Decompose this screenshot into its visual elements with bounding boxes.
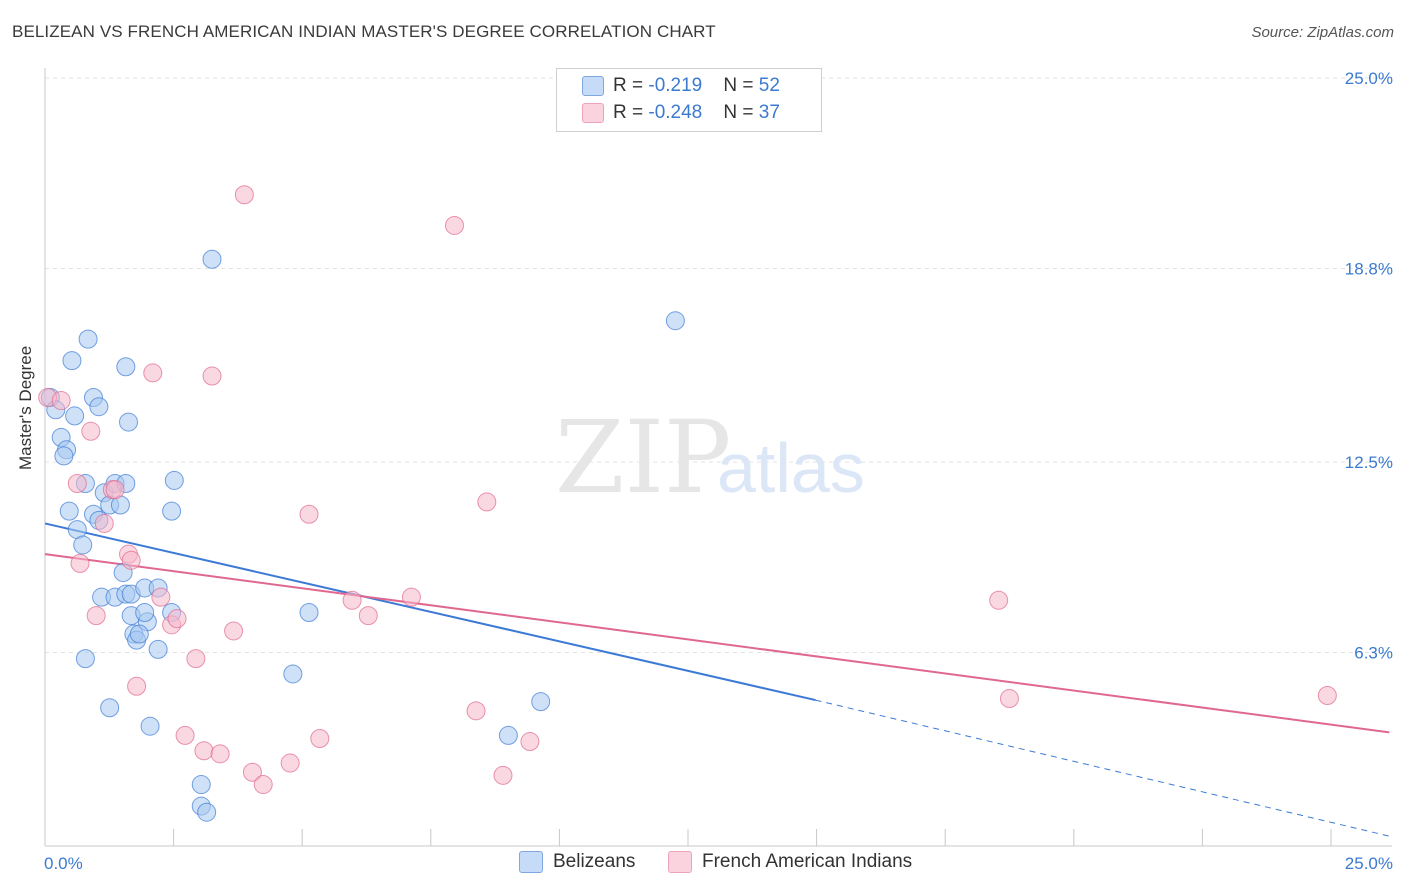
point-french-american-indians: [202, 366, 222, 386]
legend-item-french-american-indians[interactable]: French American Indians: [668, 851, 912, 873]
point-belizeans: [164, 470, 184, 490]
stats-legend: R = -0.219 N = 52 R = -0.248 N = 37: [556, 68, 822, 132]
point-french-american-indians: [143, 363, 163, 383]
point-french-american-indians: [989, 590, 1009, 610]
point-belizeans: [62, 351, 82, 371]
point-belizeans: [202, 249, 222, 269]
point-belizeans: [283, 664, 303, 684]
point-belizeans: [148, 639, 168, 659]
legend-label-belizeans: Belizeans: [553, 851, 636, 872]
point-french-american-indians: [242, 762, 262, 782]
point-french-american-indians: [358, 606, 378, 626]
point-french-american-indians: [234, 185, 254, 205]
point-french-american-indians: [81, 421, 101, 441]
point-belizeans: [89, 397, 109, 417]
point-belizeans: [73, 535, 93, 555]
legend-row-french-american-indians: R = -0.248 N = 37: [582, 100, 780, 126]
point-french-american-indians: [493, 765, 513, 785]
legend-swatch-french-american-indians: [582, 103, 604, 123]
point-belizeans: [135, 603, 155, 623]
point-french-american-indians: [466, 701, 486, 721]
legend-item-belizeans[interactable]: Belizeans: [519, 851, 635, 873]
point-belizeans: [162, 501, 182, 521]
point-french-american-indians: [67, 474, 87, 494]
legend-swatch-belizeans: [519, 851, 543, 873]
chart-title: BELIZEAN VS FRENCH AMERICAN INDIAN MASTE…: [12, 22, 716, 41]
point-french-american-indians: [167, 609, 187, 629]
point-french-american-indians: [310, 728, 330, 748]
point-french-american-indians: [299, 504, 319, 524]
y-axis-label: Master's Degree: [16, 345, 35, 470]
point-french-american-indians: [401, 587, 421, 607]
y-tick-label: 12.5%: [1345, 453, 1393, 472]
point-belizeans: [116, 357, 136, 377]
point-belizeans: [59, 501, 79, 521]
point-belizeans: [78, 329, 98, 349]
point-french-american-indians: [70, 553, 90, 573]
point-french-american-indians: [520, 732, 540, 752]
point-french-american-indians: [194, 741, 214, 761]
point-belizeans: [75, 649, 95, 669]
legend-n-label: N =: [723, 102, 759, 123]
point-french-american-indians: [105, 480, 125, 500]
point-french-american-indians: [186, 649, 206, 669]
point-french-american-indians: [121, 550, 141, 570]
point-belizeans: [140, 716, 160, 736]
point-belizeans: [665, 311, 685, 331]
legend-r-label: R =: [613, 75, 649, 96]
source-credit: Source: ZipAtlas.com: [1251, 24, 1394, 41]
legend-n-value: 37: [758, 102, 780, 123]
y-tick-label: 6.3%: [1354, 643, 1393, 662]
point-french-american-indians: [280, 753, 300, 773]
legend-label-french-american-indians: French American Indians: [702, 851, 913, 872]
gridlines: [45, 77, 1392, 653]
point-belizeans: [65, 406, 85, 426]
point-french-american-indians: [151, 587, 171, 607]
watermark-zip: ZIP: [555, 399, 731, 516]
point-belizeans: [100, 698, 120, 718]
point-french-american-indians: [51, 391, 71, 411]
point-french-american-indians: [999, 689, 1019, 709]
watermark-atlas: atlas: [717, 429, 865, 507]
point-french-american-indians: [1317, 685, 1337, 705]
point-belizeans: [191, 775, 211, 795]
point-belizeans: [119, 412, 139, 432]
point-belizeans: [299, 603, 319, 623]
legend-r-value: -0.219: [648, 75, 703, 96]
y-tick-label: 18.8%: [1345, 259, 1393, 278]
point-french-american-indians: [477, 492, 497, 512]
legend-n-value: 52: [758, 75, 780, 96]
trend-line: [44, 553, 1390, 734]
legend-swatch-french-american-indians: [668, 851, 692, 873]
x-tick-label: 25.0%: [1345, 854, 1393, 873]
legend-r-label: R =: [613, 102, 649, 123]
point-french-american-indians: [127, 676, 147, 696]
legend-r-value: -0.248: [648, 102, 703, 123]
axes: [44, 68, 1392, 847]
point-french-american-indians: [224, 621, 244, 641]
point-french-american-indians: [444, 215, 464, 235]
point-french-american-indians: [94, 513, 114, 533]
point-belizeans: [531, 692, 551, 712]
x-tick-label: 0.0%: [44, 854, 83, 873]
point-belizeans: [129, 624, 149, 644]
tick-labels: 6.3% 12.5% 18.8% 25.0% 0.0% 25.0%: [44, 69, 1393, 873]
series-legend: Belizeans French American Indians: [0, 851, 1406, 879]
data-points: [38, 185, 1337, 822]
point-french-american-indians: [342, 590, 362, 610]
point-french-american-indians: [175, 725, 195, 745]
trend-line: [44, 522, 816, 702]
point-belizeans: [498, 725, 518, 745]
point-french-american-indians: [253, 775, 273, 795]
point-belizeans: [197, 802, 217, 822]
point-french-american-indians: [210, 744, 230, 764]
trend-lines: [44, 522, 1393, 838]
legend-swatch-belizeans: [582, 76, 604, 96]
point-french-american-indians: [86, 606, 106, 626]
point-belizeans: [54, 446, 74, 466]
legend-row-belizeans: R = -0.219 N = 52: [582, 73, 780, 99]
legend-n-label: N =: [723, 75, 759, 96]
y-tick-label: 25.0%: [1345, 69, 1393, 88]
